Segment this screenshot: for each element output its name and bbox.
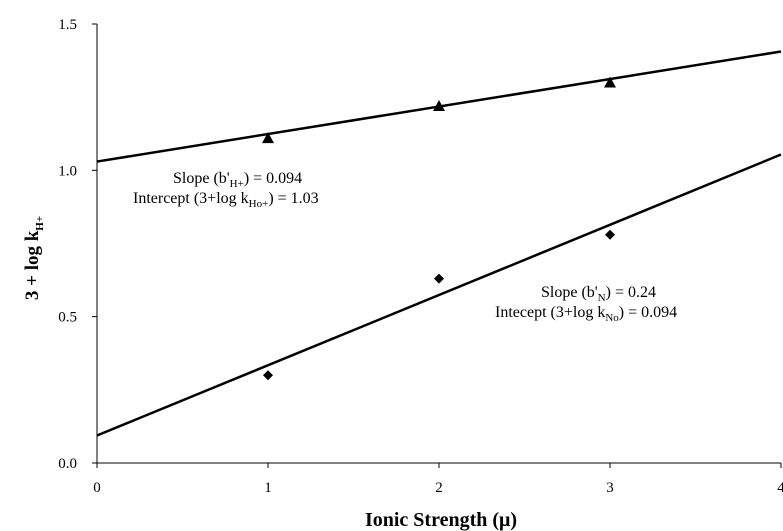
y-axis-title-sub: H+ — [34, 216, 46, 231]
y-tick-label: 0.0 — [58, 456, 77, 472]
y-tick-label: 0.5 — [58, 310, 77, 326]
triangle-marker — [262, 132, 274, 144]
y-tick-labels: 0.0 0.5 1.0 1.5 — [58, 17, 77, 472]
annotation-1-intercept: Intercept (3+log kHo+) = 1.03 — [133, 190, 319, 210]
y-axis-title: 3 + log kH+ — [22, 216, 46, 300]
diamond-marker — [605, 229, 615, 240]
annotation-1-slope: Slope (b'H+) = 0.094 — [173, 170, 302, 190]
x-tick-label: 1 — [264, 480, 272, 496]
diamond-marker — [263, 370, 273, 381]
diamond-marker — [434, 273, 444, 284]
fit-line-2 — [96, 153, 782, 437]
annotation-2-slope: Slope (b'N) = 0.24 — [541, 284, 656, 304]
x-tick-label: 0 — [93, 480, 101, 496]
data-points — [262, 76, 616, 381]
x-tick-labels: 0 1 2 3 4 — [93, 480, 783, 496]
x-axis-title: Ionic Strength (μ) — [365, 509, 517, 531]
x-tick-label: 4 — [777, 480, 783, 496]
triangle-marker — [433, 99, 445, 111]
y-tick-label: 1.5 — [58, 17, 77, 33]
triangle-marker — [604, 76, 616, 88]
x-tick-label: 2 — [435, 480, 443, 496]
y-tick-label: 1.0 — [58, 163, 77, 179]
axes — [92, 23, 782, 468]
annotation-2-intercept: Intecept (3+log kNo) = 0.094 — [495, 304, 677, 324]
x-tick-label: 3 — [606, 480, 614, 496]
y-axis-title-main: 3 + log k — [22, 230, 43, 300]
